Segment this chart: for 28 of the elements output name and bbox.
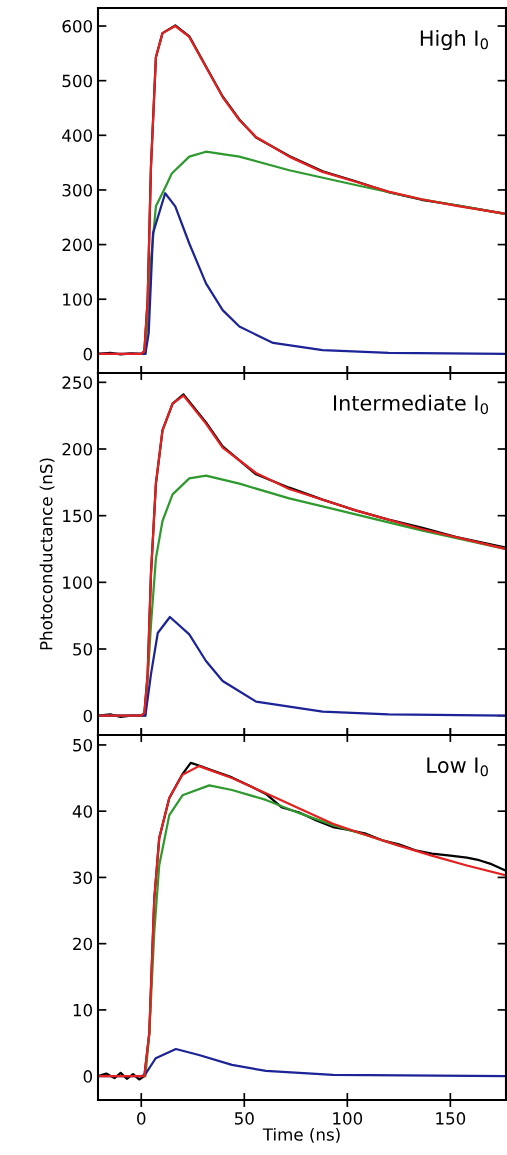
y-tick-label: 500 (62, 74, 93, 88)
y-tick-label: 0 (83, 709, 93, 723)
y-tick-label: 250 (62, 376, 93, 389)
y-tick-label: 10 (73, 1003, 93, 1017)
annotation: High I$_{0}$ (420, 29, 488, 51)
y-tick-label: 600 (62, 19, 93, 33)
y-tick-label: 100 (63, 576, 93, 589)
y-tick-label: 400 (62, 129, 93, 142)
y-tick-label: 300 (62, 183, 93, 197)
y-axis-title: Photoconductance (nS) (39, 458, 55, 650)
y-tick-label: 200 (62, 238, 93, 252)
annotation: Intermediate I$_{0}$ (334, 394, 489, 415)
x-tick-label: 100 (333, 1112, 363, 1125)
y-tick-label: 20 (73, 937, 93, 951)
y-tick-label: 40 (72, 805, 93, 818)
y-tick-label: 200 (62, 442, 93, 456)
y-tick-label: 50 (73, 738, 93, 752)
x-tick-label: 150 (436, 1112, 466, 1125)
y-tick-label: 30 (73, 871, 93, 884)
y-tick-label: 100 (63, 293, 93, 306)
y-tick-label: 50 (73, 642, 93, 656)
y-tick-label: 0 (83, 1070, 93, 1083)
x-tick-label: 0 (137, 1112, 146, 1125)
y-tick-label: 150 (63, 509, 93, 523)
x-tick-label: 50 (234, 1112, 254, 1125)
y-tick-label: 0 (83, 347, 93, 361)
annotation: Low I$_{0}$ (427, 757, 488, 777)
x-axis-title: Time (ns) (262, 1127, 340, 1143)
